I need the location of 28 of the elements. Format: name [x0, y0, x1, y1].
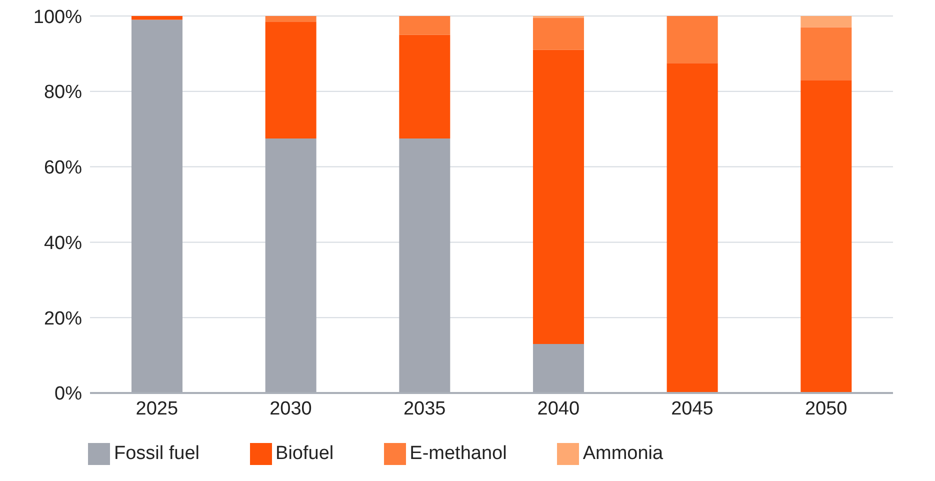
x-tick-label: 2045: [671, 398, 714, 420]
bar: [666, 16, 718, 64]
y-tick-label: 0%: [54, 384, 82, 405]
x-tick-label: 2040: [537, 398, 580, 420]
bar: [265, 16, 316, 22]
y-tick-label: 80%: [44, 82, 82, 104]
bar: [800, 80, 852, 393]
x-tick-label: 2030: [270, 398, 312, 420]
x-tick-label: 2025: [136, 398, 178, 420]
bar: [399, 16, 450, 35]
bar: [131, 16, 182, 20]
x-tick-label: 2050: [804, 398, 848, 420]
bar: [800, 16, 852, 28]
bar: [399, 34, 450, 139]
legend-label: Fossil fuel: [114, 443, 200, 464]
y-tick-label: 20%: [44, 308, 82, 330]
x-tick-label: 2035: [403, 398, 446, 420]
bar: [532, 18, 584, 50]
y-tick-label: 60%: [44, 158, 82, 179]
legend-label: Biofuel: [276, 443, 334, 464]
bar: [532, 50, 584, 344]
legend-label: Ammonia: [582, 443, 664, 464]
y-tick-label: 100%: [33, 6, 82, 28]
legend-label: E-methanol: [410, 443, 507, 464]
bar: [265, 22, 316, 139]
y-tick-label: 40%: [44, 232, 82, 254]
bar: [666, 63, 718, 393]
bar: [800, 27, 852, 80]
